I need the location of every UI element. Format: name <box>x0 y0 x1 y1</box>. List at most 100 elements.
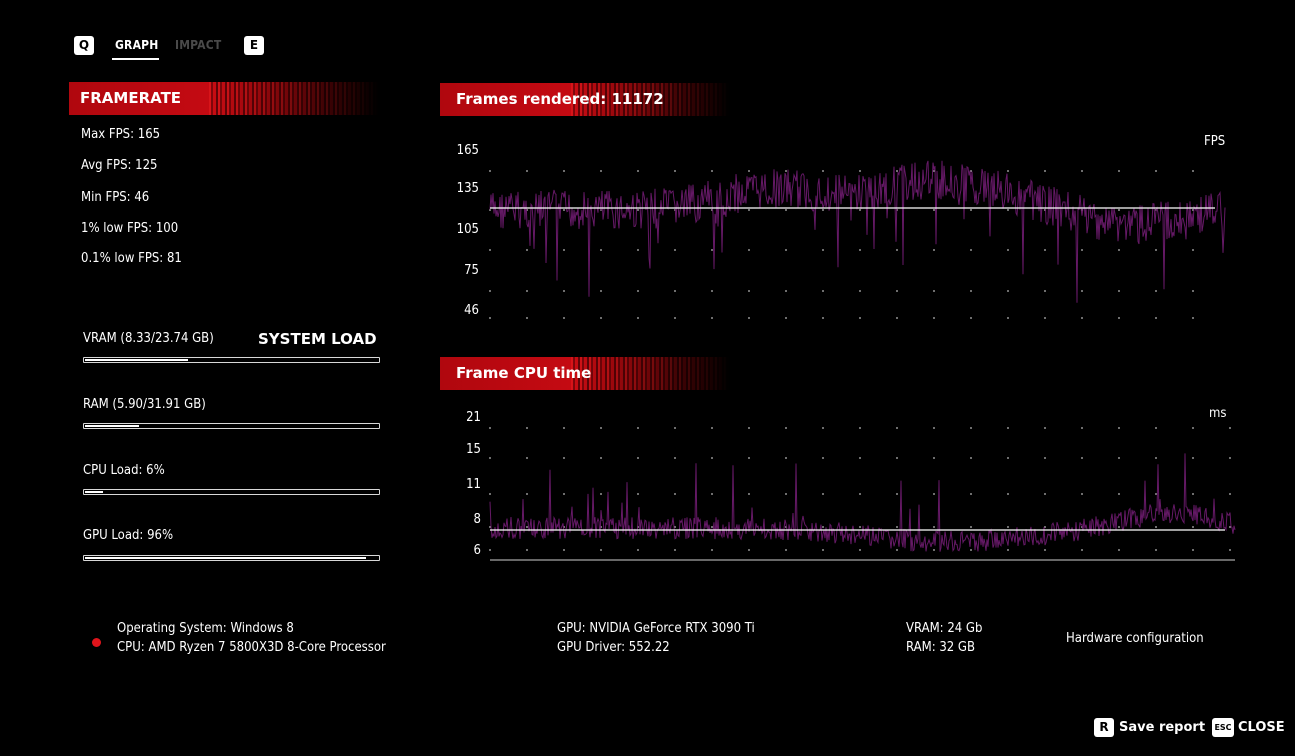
grid-dot <box>859 493 861 495</box>
grid-dot <box>933 249 935 251</box>
grid-dot <box>600 493 602 495</box>
grid-dot <box>1007 170 1009 172</box>
ram-bar <box>83 423 380 429</box>
grid-dot <box>859 549 861 551</box>
grid-dot <box>1155 493 1157 495</box>
grid-dot <box>1081 317 1083 319</box>
grid-dot <box>711 290 713 292</box>
grid-dot <box>1044 427 1046 429</box>
grid-dot <box>637 457 639 459</box>
grid-dot <box>489 170 491 172</box>
grid-dot <box>933 549 935 551</box>
tab-impact[interactable]: IMPACT <box>175 38 222 52</box>
frame-cpu-time-title: Frame CPU time <box>456 364 592 382</box>
grid-dot <box>1081 457 1083 459</box>
ram-label: RAM (5.90/31.91 GB) <box>83 397 206 412</box>
grid-dot <box>1007 290 1009 292</box>
series-trace <box>489 453 1236 552</box>
save-report-button[interactable]: Save report <box>1119 720 1206 735</box>
grid-dot <box>600 427 602 429</box>
point-one-percent-low-stat: 0.1% low FPS: 81 <box>81 251 182 266</box>
cpu-load-bar <box>83 489 380 495</box>
grid-dot <box>674 427 676 429</box>
grid-dot <box>489 290 491 292</box>
grid-dot <box>1118 249 1120 251</box>
grid-dot <box>711 493 713 495</box>
grid-dot <box>1192 526 1194 528</box>
grid-dot <box>489 526 491 528</box>
grid-dot <box>822 549 824 551</box>
grid-dot <box>785 457 787 459</box>
grid-dot <box>785 170 787 172</box>
grid-dot <box>933 526 935 528</box>
grid-dot <box>1044 526 1046 528</box>
fps-tick-75: 75 <box>464 263 479 278</box>
grid-dot <box>711 317 713 319</box>
grid-dot <box>1155 526 1157 528</box>
grid-dot <box>1155 170 1157 172</box>
grid-dot <box>896 526 898 528</box>
grid-dot <box>1007 526 1009 528</box>
grid-dot <box>1007 457 1009 459</box>
grid-dot <box>1155 457 1157 459</box>
grid-dot <box>526 170 528 172</box>
close-key[interactable]: ESC <box>1212 718 1234 737</box>
grid-dot <box>748 249 750 251</box>
grid-dot <box>563 249 565 251</box>
gpu-load-bar <box>83 555 380 561</box>
hardware-gpu: GPU: NVIDIA GeForce RTX 3090 Ti GPU Driv… <box>557 619 755 657</box>
grid-dot <box>1044 170 1046 172</box>
vram-label: VRAM (8.33/23.74 GB) <box>83 331 214 346</box>
grid-dot <box>1081 493 1083 495</box>
min-fps-stat: Min FPS: 46 <box>81 190 150 205</box>
close-button[interactable]: CLOSE <box>1238 720 1285 735</box>
grid-dot <box>1229 549 1231 551</box>
grid-dot <box>1007 427 1009 429</box>
grid-dot <box>711 457 713 459</box>
one-percent-low-stat: 1% low FPS: 100 <box>81 221 179 236</box>
tab-graph[interactable]: GRAPH <box>115 38 159 52</box>
save-report-key[interactable]: R <box>1094 718 1114 737</box>
grid-dot <box>748 457 750 459</box>
grid-dot <box>785 427 787 429</box>
grid-dot <box>711 549 713 551</box>
grid-dot <box>822 427 824 429</box>
grid-dot <box>1044 457 1046 459</box>
grid-dot <box>859 526 861 528</box>
hardware-configuration-link[interactable]: Hardware configuration <box>1066 631 1204 646</box>
grid-dot <box>970 249 972 251</box>
cpu-tick-15: 15 <box>466 442 481 457</box>
grid-dot <box>1081 290 1083 292</box>
prev-tab-key[interactable]: Q <box>74 36 94 55</box>
grid-dot <box>674 290 676 292</box>
grid-dot <box>526 549 528 551</box>
grid-dot <box>859 427 861 429</box>
grid-dot <box>637 170 639 172</box>
grid-dot <box>563 427 565 429</box>
grid-dot <box>970 290 972 292</box>
grid-dot <box>748 549 750 551</box>
grid-dot <box>748 209 750 211</box>
cpu-tick-11: 11 <box>466 477 481 492</box>
grid-dot <box>1155 249 1157 251</box>
gpu-info: GPU: NVIDIA GeForce RTX 3090 Ti <box>557 621 755 636</box>
grid-dot <box>489 249 491 251</box>
cpu-info: CPU: AMD Ryzen 7 5800X3D 8-Core Processo… <box>117 640 386 655</box>
cpu-load-label: CPU Load: 6% <box>83 463 165 478</box>
grid-dot <box>600 549 602 551</box>
grid-dot <box>1118 209 1120 211</box>
grid-dot <box>1192 427 1194 429</box>
grid-dot <box>526 249 528 251</box>
grid-dot <box>1044 290 1046 292</box>
next-tab-key[interactable]: E <box>244 36 264 55</box>
grid-dot <box>822 170 824 172</box>
grid-dot <box>970 493 972 495</box>
grid-dot <box>896 427 898 429</box>
grid-dot <box>896 549 898 551</box>
grid-dot <box>674 170 676 172</box>
grid-dot <box>933 457 935 459</box>
grid-dot <box>489 493 491 495</box>
vram-info: VRAM: 24 Gb <box>906 621 983 636</box>
grid-dot <box>1118 427 1120 429</box>
grid-dot <box>859 209 861 211</box>
